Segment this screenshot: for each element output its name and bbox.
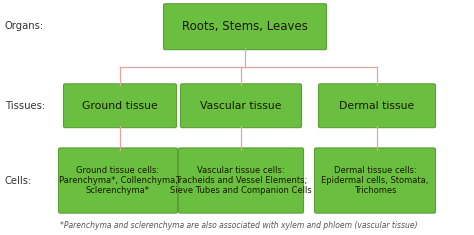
FancyBboxPatch shape (179, 148, 303, 213)
Text: Vascular tissue: Vascular tissue (200, 101, 282, 111)
FancyBboxPatch shape (64, 84, 176, 128)
FancyBboxPatch shape (181, 84, 301, 128)
Text: Ground tissue cells:
Parenchyma*, Collenchyma,
Sclerenchyma*: Ground tissue cells: Parenchyma*, Collen… (59, 166, 177, 196)
Text: Roots, Stems, Leaves: Roots, Stems, Leaves (182, 20, 308, 33)
FancyBboxPatch shape (58, 148, 177, 213)
FancyBboxPatch shape (319, 84, 436, 128)
Text: Vascular tissue cells:
Tracheids and Vessel Elements;
Sieve Tubes and Companion : Vascular tissue cells: Tracheids and Ves… (170, 166, 312, 196)
Text: Tissues:: Tissues: (5, 101, 45, 111)
FancyBboxPatch shape (164, 4, 327, 50)
Text: *Parenchyma and sclerenchyma are also associated with xylem and phloem (vascular: *Parenchyma and sclerenchyma are also as… (60, 221, 418, 230)
FancyBboxPatch shape (315, 148, 436, 213)
Text: Ground tissue: Ground tissue (82, 101, 158, 111)
Text: Dermal tissue: Dermal tissue (339, 101, 415, 111)
Text: Organs:: Organs: (5, 21, 44, 31)
Text: Dermal tissue cells:
Epidermal cells, Stomata,
Trichomes: Dermal tissue cells: Epidermal cells, St… (321, 166, 428, 196)
Text: Cells:: Cells: (5, 176, 32, 185)
